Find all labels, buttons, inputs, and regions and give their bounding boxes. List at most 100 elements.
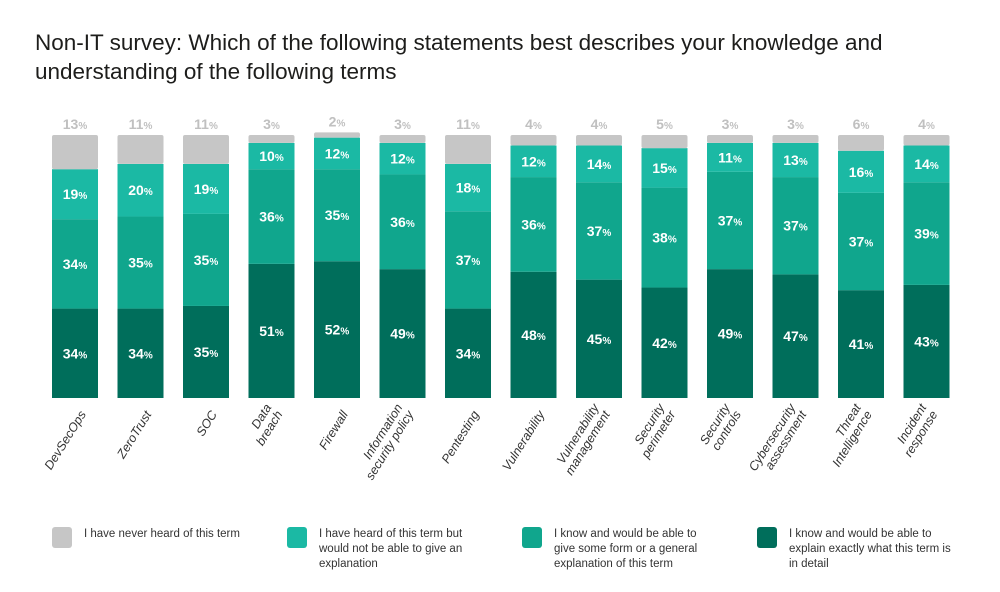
data-label: 16% bbox=[849, 164, 874, 180]
data-label: 36% bbox=[521, 216, 546, 232]
data-label: 36% bbox=[259, 209, 284, 225]
bar-segment bbox=[903, 135, 950, 146]
x-tick-label: Informationsecurity policy bbox=[352, 401, 417, 483]
bar-segment bbox=[183, 135, 229, 164]
bar-segment bbox=[903, 182, 950, 285]
data-label: 36% bbox=[390, 214, 415, 230]
data-label: 12% bbox=[390, 151, 415, 167]
bar-segment bbox=[183, 213, 229, 306]
data-label: 34% bbox=[456, 345, 481, 361]
bar-segment bbox=[379, 142, 426, 175]
bar-segment bbox=[248, 169, 295, 264]
data-label: 11% bbox=[194, 116, 218, 132]
data-label: 6% bbox=[853, 116, 870, 132]
legend-item-explain-detail: I know and would be able to explain exac… bbox=[757, 527, 959, 572]
data-label: 37% bbox=[718, 212, 743, 228]
bar-segment bbox=[510, 271, 557, 398]
bar-segment bbox=[838, 150, 884, 193]
data-label: 11% bbox=[456, 116, 480, 132]
data-label: 37% bbox=[783, 218, 808, 234]
x-tick-label: Pentesting bbox=[439, 408, 482, 466]
data-label: 41% bbox=[849, 336, 874, 352]
bar-segment bbox=[576, 145, 622, 183]
data-label: 48% bbox=[521, 327, 546, 343]
bar-segment bbox=[117, 135, 164, 164]
data-label: 49% bbox=[718, 326, 743, 342]
x-tick-label: Securitycontrols bbox=[697, 401, 744, 454]
bar-segment bbox=[379, 135, 426, 143]
x-tick-label: SOC bbox=[194, 407, 221, 438]
bar-segment bbox=[772, 135, 819, 143]
data-label: 42% bbox=[652, 335, 677, 351]
bar-segment bbox=[379, 174, 426, 270]
data-label: 35% bbox=[325, 207, 350, 223]
bar-segment bbox=[314, 261, 360, 398]
data-label: 3% bbox=[722, 116, 739, 132]
x-tick-label: Securityperimeter bbox=[627, 401, 679, 462]
x-tick-label: Databreach bbox=[242, 401, 285, 448]
bar-segment bbox=[117, 308, 164, 398]
legend-item-never-heard: I have never heard of this term bbox=[52, 527, 249, 548]
bar-segment bbox=[576, 135, 622, 146]
data-label: 51% bbox=[259, 323, 284, 339]
bar-segment bbox=[576, 182, 622, 280]
data-label: 10% bbox=[259, 148, 284, 164]
bar-segment bbox=[838, 290, 884, 398]
data-label: 13% bbox=[783, 152, 808, 168]
bar-segment bbox=[707, 135, 753, 143]
bar-segment bbox=[641, 148, 688, 188]
legend-swatch bbox=[522, 527, 542, 548]
x-tick-label: ZeroTrust bbox=[114, 408, 155, 462]
bar-segment bbox=[314, 169, 360, 262]
bar-segment bbox=[903, 284, 950, 398]
x-tick-label: Vulnerabilitymanagement bbox=[551, 401, 613, 478]
data-label: 38% bbox=[652, 230, 677, 246]
legend-item-general-explain: I know and would be able to give some fo… bbox=[522, 527, 714, 572]
bar-segment bbox=[641, 135, 688, 149]
bar-segment bbox=[248, 142, 295, 170]
bar-segment bbox=[52, 219, 98, 309]
bar-segment bbox=[641, 187, 688, 288]
data-label: 34% bbox=[63, 256, 88, 272]
bar-segment bbox=[445, 135, 491, 164]
bar-segment bbox=[248, 263, 295, 398]
bar-segment bbox=[838, 135, 884, 151]
data-label: 45% bbox=[587, 331, 612, 347]
bar-segment bbox=[314, 137, 360, 170]
bar-segment bbox=[445, 211, 491, 309]
bar-segment bbox=[183, 305, 229, 398]
bar-segment bbox=[772, 177, 819, 275]
x-tick-label: DevSecOps bbox=[42, 408, 89, 472]
data-label: 14% bbox=[587, 156, 612, 172]
bar-segment bbox=[445, 163, 491, 212]
data-label: 52% bbox=[325, 322, 350, 338]
data-label: 43% bbox=[914, 333, 939, 349]
x-tick-label: Incidentresponse bbox=[890, 401, 940, 459]
data-label: 19% bbox=[63, 186, 88, 202]
data-label: 35% bbox=[194, 344, 219, 360]
bar-segment bbox=[510, 177, 557, 272]
data-label: 11% bbox=[129, 116, 153, 132]
data-label: 3% bbox=[394, 116, 411, 132]
chart-title: Non-IT survey: Which of the following st… bbox=[35, 30, 883, 84]
data-label: 5% bbox=[656, 116, 673, 132]
data-label: 37% bbox=[849, 234, 874, 250]
legend-swatch bbox=[52, 527, 72, 548]
bar-segment bbox=[117, 216, 164, 309]
data-label: 19% bbox=[194, 181, 219, 197]
stacked-bar-chart: 34% 34% 19% 13% DevSecOps 34% 35% 20% 11% ZeroTru… bbox=[42, 113, 950, 483]
data-label: 18% bbox=[456, 180, 481, 196]
data-label: 37% bbox=[587, 223, 612, 239]
data-label: 13% bbox=[63, 116, 88, 132]
data-label: 3% bbox=[263, 116, 280, 132]
legend-label: I have heard of this term but would not … bbox=[319, 528, 463, 570]
data-label: 4% bbox=[591, 116, 608, 132]
bar-segment bbox=[248, 135, 295, 143]
x-tick-label: Vulnerability bbox=[500, 408, 548, 474]
data-label: 34% bbox=[128, 345, 153, 361]
data-label: 4% bbox=[525, 116, 542, 132]
data-label: 34% bbox=[63, 345, 88, 361]
legend-item-heard-no-explain: I have heard of this term but would not … bbox=[287, 527, 479, 572]
bar-segment bbox=[314, 132, 360, 138]
data-label: 35% bbox=[128, 255, 153, 271]
